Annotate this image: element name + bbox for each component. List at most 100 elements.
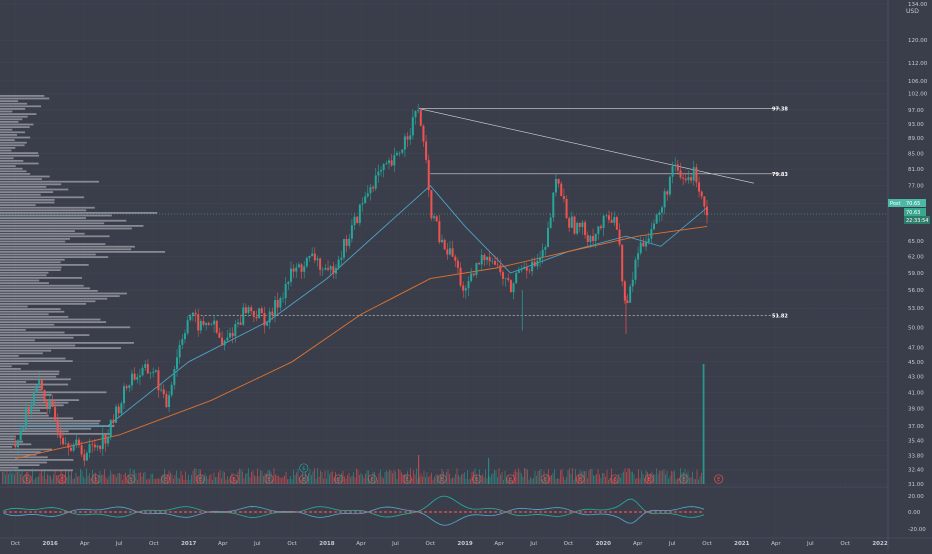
candle-body [486, 256, 489, 261]
profile-bar [0, 173, 31, 175]
volume-bar [429, 475, 431, 484]
volume-bar [6, 469, 8, 484]
volume-bar [632, 471, 633, 484]
volume-bar [74, 478, 75, 484]
event-markers[interactable]: E E E E E E E E E E E E E E E E E E E E E $ [22, 463, 724, 484]
volume-bar [452, 477, 453, 484]
volume-bar [537, 471, 539, 484]
candle-body [647, 238, 650, 243]
candle-body [385, 163, 388, 165]
candle-body [123, 386, 126, 404]
volume-bar [573, 479, 575, 484]
earnings-marker [679, 474, 689, 484]
profile-bar [0, 409, 41, 412]
candle-body [152, 371, 155, 373]
volume-bar [18, 470, 20, 484]
candle-body [462, 285, 465, 291]
candle-body [605, 215, 608, 216]
candle-body [369, 187, 372, 194]
volume-bar [24, 474, 26, 484]
candle-body [313, 253, 316, 261]
profile-bar [0, 381, 27, 383]
candle-body [565, 198, 568, 219]
earnings-marker [714, 474, 724, 484]
candle-body [271, 311, 274, 316]
x-tick-label: Jul [668, 541, 676, 547]
volume-bar [81, 470, 83, 484]
candle-body [414, 111, 417, 118]
profile-bar [0, 316, 69, 318]
candle-body [14, 444, 17, 448]
candle-body [411, 117, 414, 136]
post-value-bg [904, 199, 926, 207]
profile-bar [0, 147, 16, 149]
last-price-value: 70.63 [906, 210, 920, 216]
volume-bar [350, 477, 351, 484]
volume-bar [585, 470, 587, 484]
candle-body [197, 314, 200, 331]
volume-bar [612, 478, 614, 484]
candle-body [356, 216, 359, 224]
candle-body [629, 286, 632, 303]
volume-bar [377, 479, 378, 484]
volume-bar [165, 475, 167, 484]
y-tick-label: 62.00 [908, 255, 924, 261]
volume-bar [422, 476, 423, 484]
volume-bar [291, 479, 293, 484]
drawn-lines[interactable]: 97.38 79.83 51.82 [0, 107, 888, 320]
profile-bar [0, 451, 41, 453]
volume-bar [209, 475, 210, 484]
volume-bar [488, 458, 490, 484]
profile-bar [0, 290, 98, 292]
volume-bar [386, 470, 387, 484]
volume-bar [296, 472, 297, 484]
price-axis[interactable]: USD 134.00 120.00 112.00 106.00 102.00 97.00 9… [906, 2, 928, 488]
y-tick-label: 39.00 [908, 407, 924, 413]
y-tick-label: 102.00 [908, 91, 928, 97]
volume-bar [26, 472, 27, 484]
volume-bar [701, 472, 702, 484]
volume-bar [131, 477, 132, 484]
volume-bar [206, 475, 207, 484]
x-tick-label: Jul [529, 541, 537, 547]
candle-body [48, 400, 51, 408]
profile-bar [0, 131, 25, 134]
volume-bar [279, 477, 281, 484]
candle-body [549, 217, 552, 228]
volume-bar [102, 474, 104, 484]
y-tick-label: 53.00 [908, 306, 924, 312]
volume-bar [344, 476, 345, 484]
volume-bar [624, 468, 626, 484]
volume-bar [551, 474, 552, 484]
volume-bar [201, 475, 203, 484]
volume-bar [444, 479, 446, 484]
volume-bar [395, 471, 396, 484]
volume-bar [329, 474, 330, 484]
candle-body [626, 300, 629, 303]
candle-body [27, 407, 30, 414]
y-tick-label: 33.80 [908, 454, 924, 460]
profile-bar [0, 360, 73, 362]
candle-body [459, 267, 462, 286]
candle-body [85, 452, 88, 461]
profile-bar [0, 126, 30, 128]
candle-body [578, 222, 581, 227]
volume-bar [381, 476, 383, 484]
volume-bar [80, 468, 81, 484]
profile-bar [0, 414, 49, 417]
volume-bar [270, 471, 272, 484]
candle-body [117, 406, 120, 414]
volume-bar [252, 470, 254, 484]
volume-bar [567, 470, 569, 484]
volume-bar [392, 473, 393, 484]
volume-bar [621, 472, 623, 484]
time-axis[interactable]: Oct 2016 Apr Jul Oct 2017 Apr Jul Oct 2018 Apr Jul O… [11, 541, 888, 547]
candle-body [210, 324, 213, 326]
profile-bar [0, 279, 40, 282]
candle-body [562, 196, 565, 199]
profile-bar [0, 318, 101, 321]
x-tick-label: Apr [771, 541, 781, 547]
volume-bar [173, 478, 174, 484]
